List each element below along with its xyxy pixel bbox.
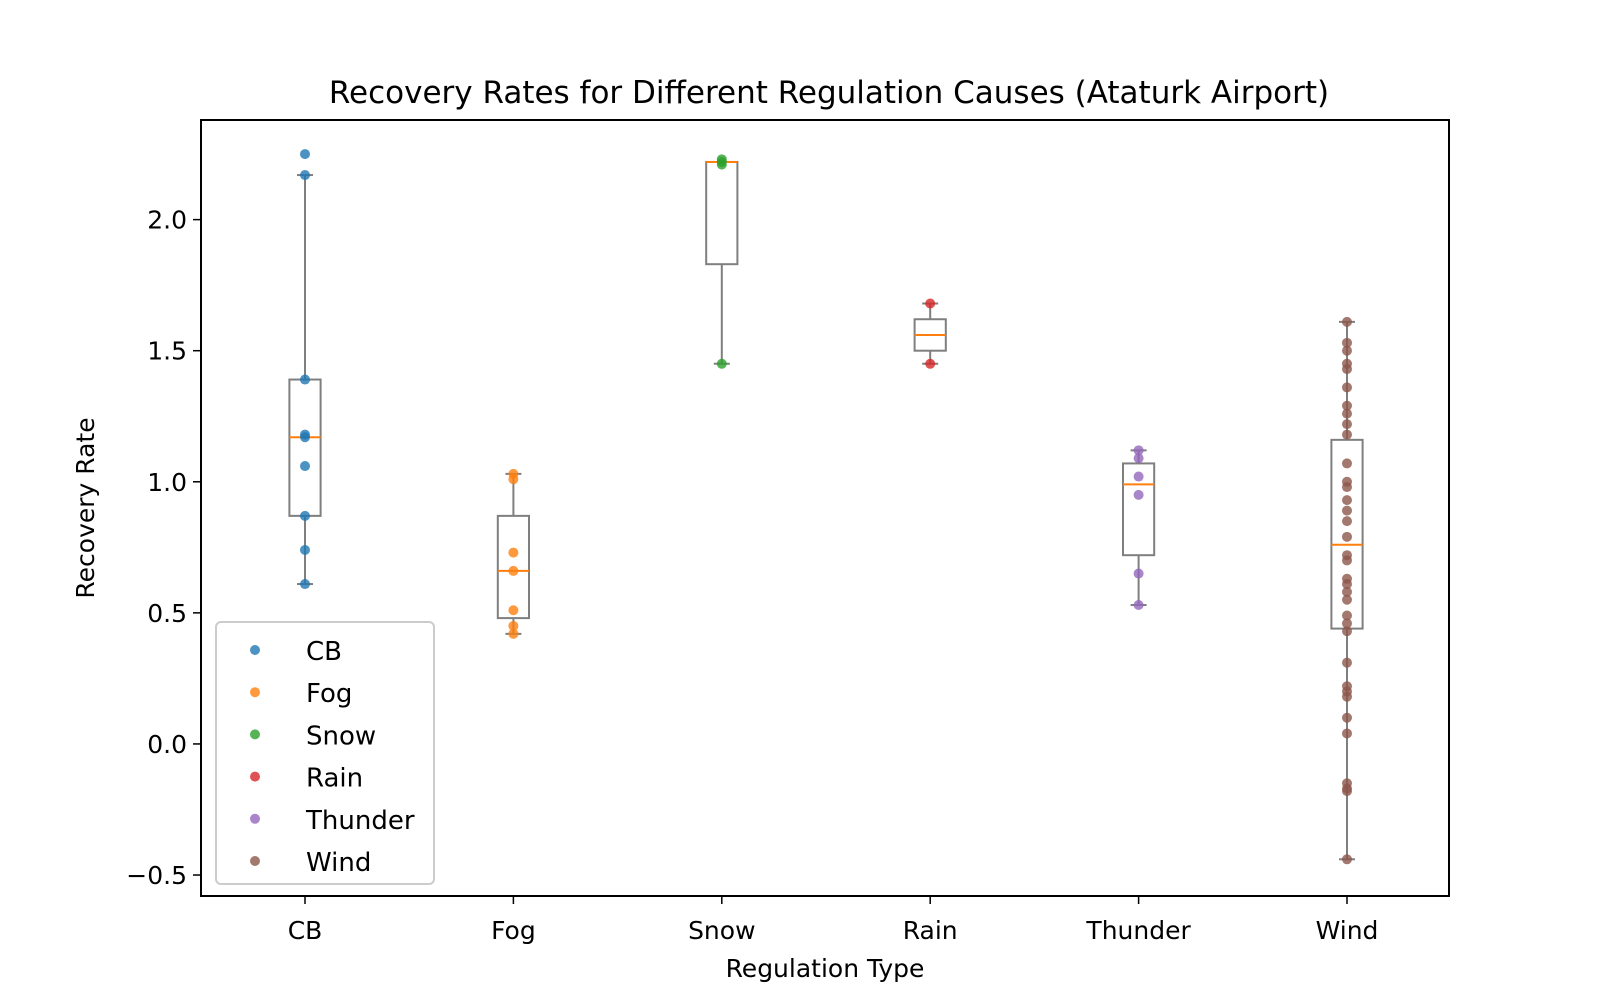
data-point [1342, 728, 1352, 739]
legend-marker-rain [250, 771, 260, 782]
x-tick-label: Fog [491, 916, 536, 945]
y-tick-label: 1.0 [147, 468, 187, 497]
legend: CB Fog Snow Rain Thunder Wind [215, 621, 435, 885]
data-point [716, 358, 727, 369]
data-point [1342, 358, 1352, 369]
data-point [1342, 573, 1352, 584]
data-point [925, 298, 936, 309]
y-tick-label: −0.5 [126, 861, 187, 890]
data-point [1342, 550, 1352, 561]
data-point [300, 510, 310, 521]
y-tick-label: 2.0 [147, 206, 187, 235]
data-point [1342, 316, 1352, 327]
y-tick-label: 1.5 [147, 337, 187, 366]
legend-marker-thunder [250, 813, 260, 824]
legend-label-cb: CB [306, 637, 342, 667]
box-iqr [496, 514, 530, 620]
data-point [1342, 408, 1352, 419]
x-tick-label: Rain [903, 916, 958, 945]
data-point [1342, 681, 1352, 692]
data-point [508, 547, 519, 558]
data-point [300, 149, 310, 160]
x-axis-label: Regulation Type [726, 954, 925, 983]
data-point [1342, 531, 1352, 542]
legend-label-wind: Wind [306, 848, 371, 878]
y-tick-label: 0.0 [147, 730, 187, 759]
data-point [508, 605, 519, 616]
data-point [508, 620, 519, 631]
x-tick-label: CB [288, 916, 323, 945]
data-point [300, 579, 310, 590]
data-point [1342, 505, 1352, 516]
data-point [1342, 712, 1352, 723]
data-point [1342, 476, 1352, 487]
boxplot-snow [705, 154, 739, 369]
legend-marker-fog [250, 687, 260, 698]
boxplot-wind [1330, 316, 1364, 865]
legend-marker-wind [250, 856, 260, 866]
data-point [508, 565, 519, 576]
data-point [1342, 854, 1352, 865]
data-point [1342, 400, 1352, 411]
chart-title: Recovery Rates for Different Regulation … [329, 75, 1329, 111]
data-point [300, 461, 310, 472]
data-point [1342, 345, 1352, 356]
data-point [1342, 626, 1352, 637]
data-point [1342, 610, 1352, 621]
y-axis-label: Recovery Rate [71, 417, 100, 598]
data-point [1342, 594, 1352, 605]
data-point [1342, 586, 1352, 597]
data-point [1342, 429, 1352, 440]
data-point [1342, 382, 1352, 393]
data-point [1342, 516, 1352, 527]
data-point [1342, 337, 1352, 348]
box-iqr [1122, 462, 1156, 557]
data-point [300, 544, 310, 555]
data-point [1133, 600, 1144, 610]
legend-label-snow: Snow [306, 721, 376, 751]
data-point [1133, 453, 1144, 464]
x-tick-label: Wind [1316, 916, 1379, 945]
data-point [1342, 495, 1352, 506]
data-point [1342, 419, 1352, 430]
data-point [925, 358, 936, 369]
legend-label-thunder: Thunder [305, 806, 415, 836]
legend-marker-cb [250, 645, 260, 655]
legend-marker-snow [250, 729, 260, 740]
data-point [300, 374, 310, 385]
data-point [716, 154, 727, 165]
boxplot-cb [288, 149, 322, 590]
data-point [1342, 458, 1352, 469]
boxplot-rain [913, 298, 947, 369]
data-point [1133, 471, 1144, 482]
data-point [1133, 445, 1144, 456]
boxplot-thunder [1122, 445, 1156, 610]
data-point [508, 628, 519, 639]
data-point [300, 170, 310, 181]
boxplot-fog [496, 468, 530, 639]
data-point [1342, 657, 1352, 668]
x-tick-label: Thunder [1085, 916, 1191, 945]
data-point [1342, 618, 1352, 629]
data-point [1133, 568, 1144, 579]
data-point [1133, 489, 1144, 500]
legend-box [215, 621, 435, 885]
plot-frame [200, 119, 1450, 897]
x-tick-label: Snow [688, 916, 755, 945]
data-point [1342, 778, 1352, 789]
legend-label-fog: Fog [306, 679, 352, 709]
legend-label-rain: Rain [306, 764, 363, 794]
y-tick-label: 0.5 [147, 599, 187, 628]
data-point [300, 429, 310, 440]
data-point [508, 468, 519, 479]
